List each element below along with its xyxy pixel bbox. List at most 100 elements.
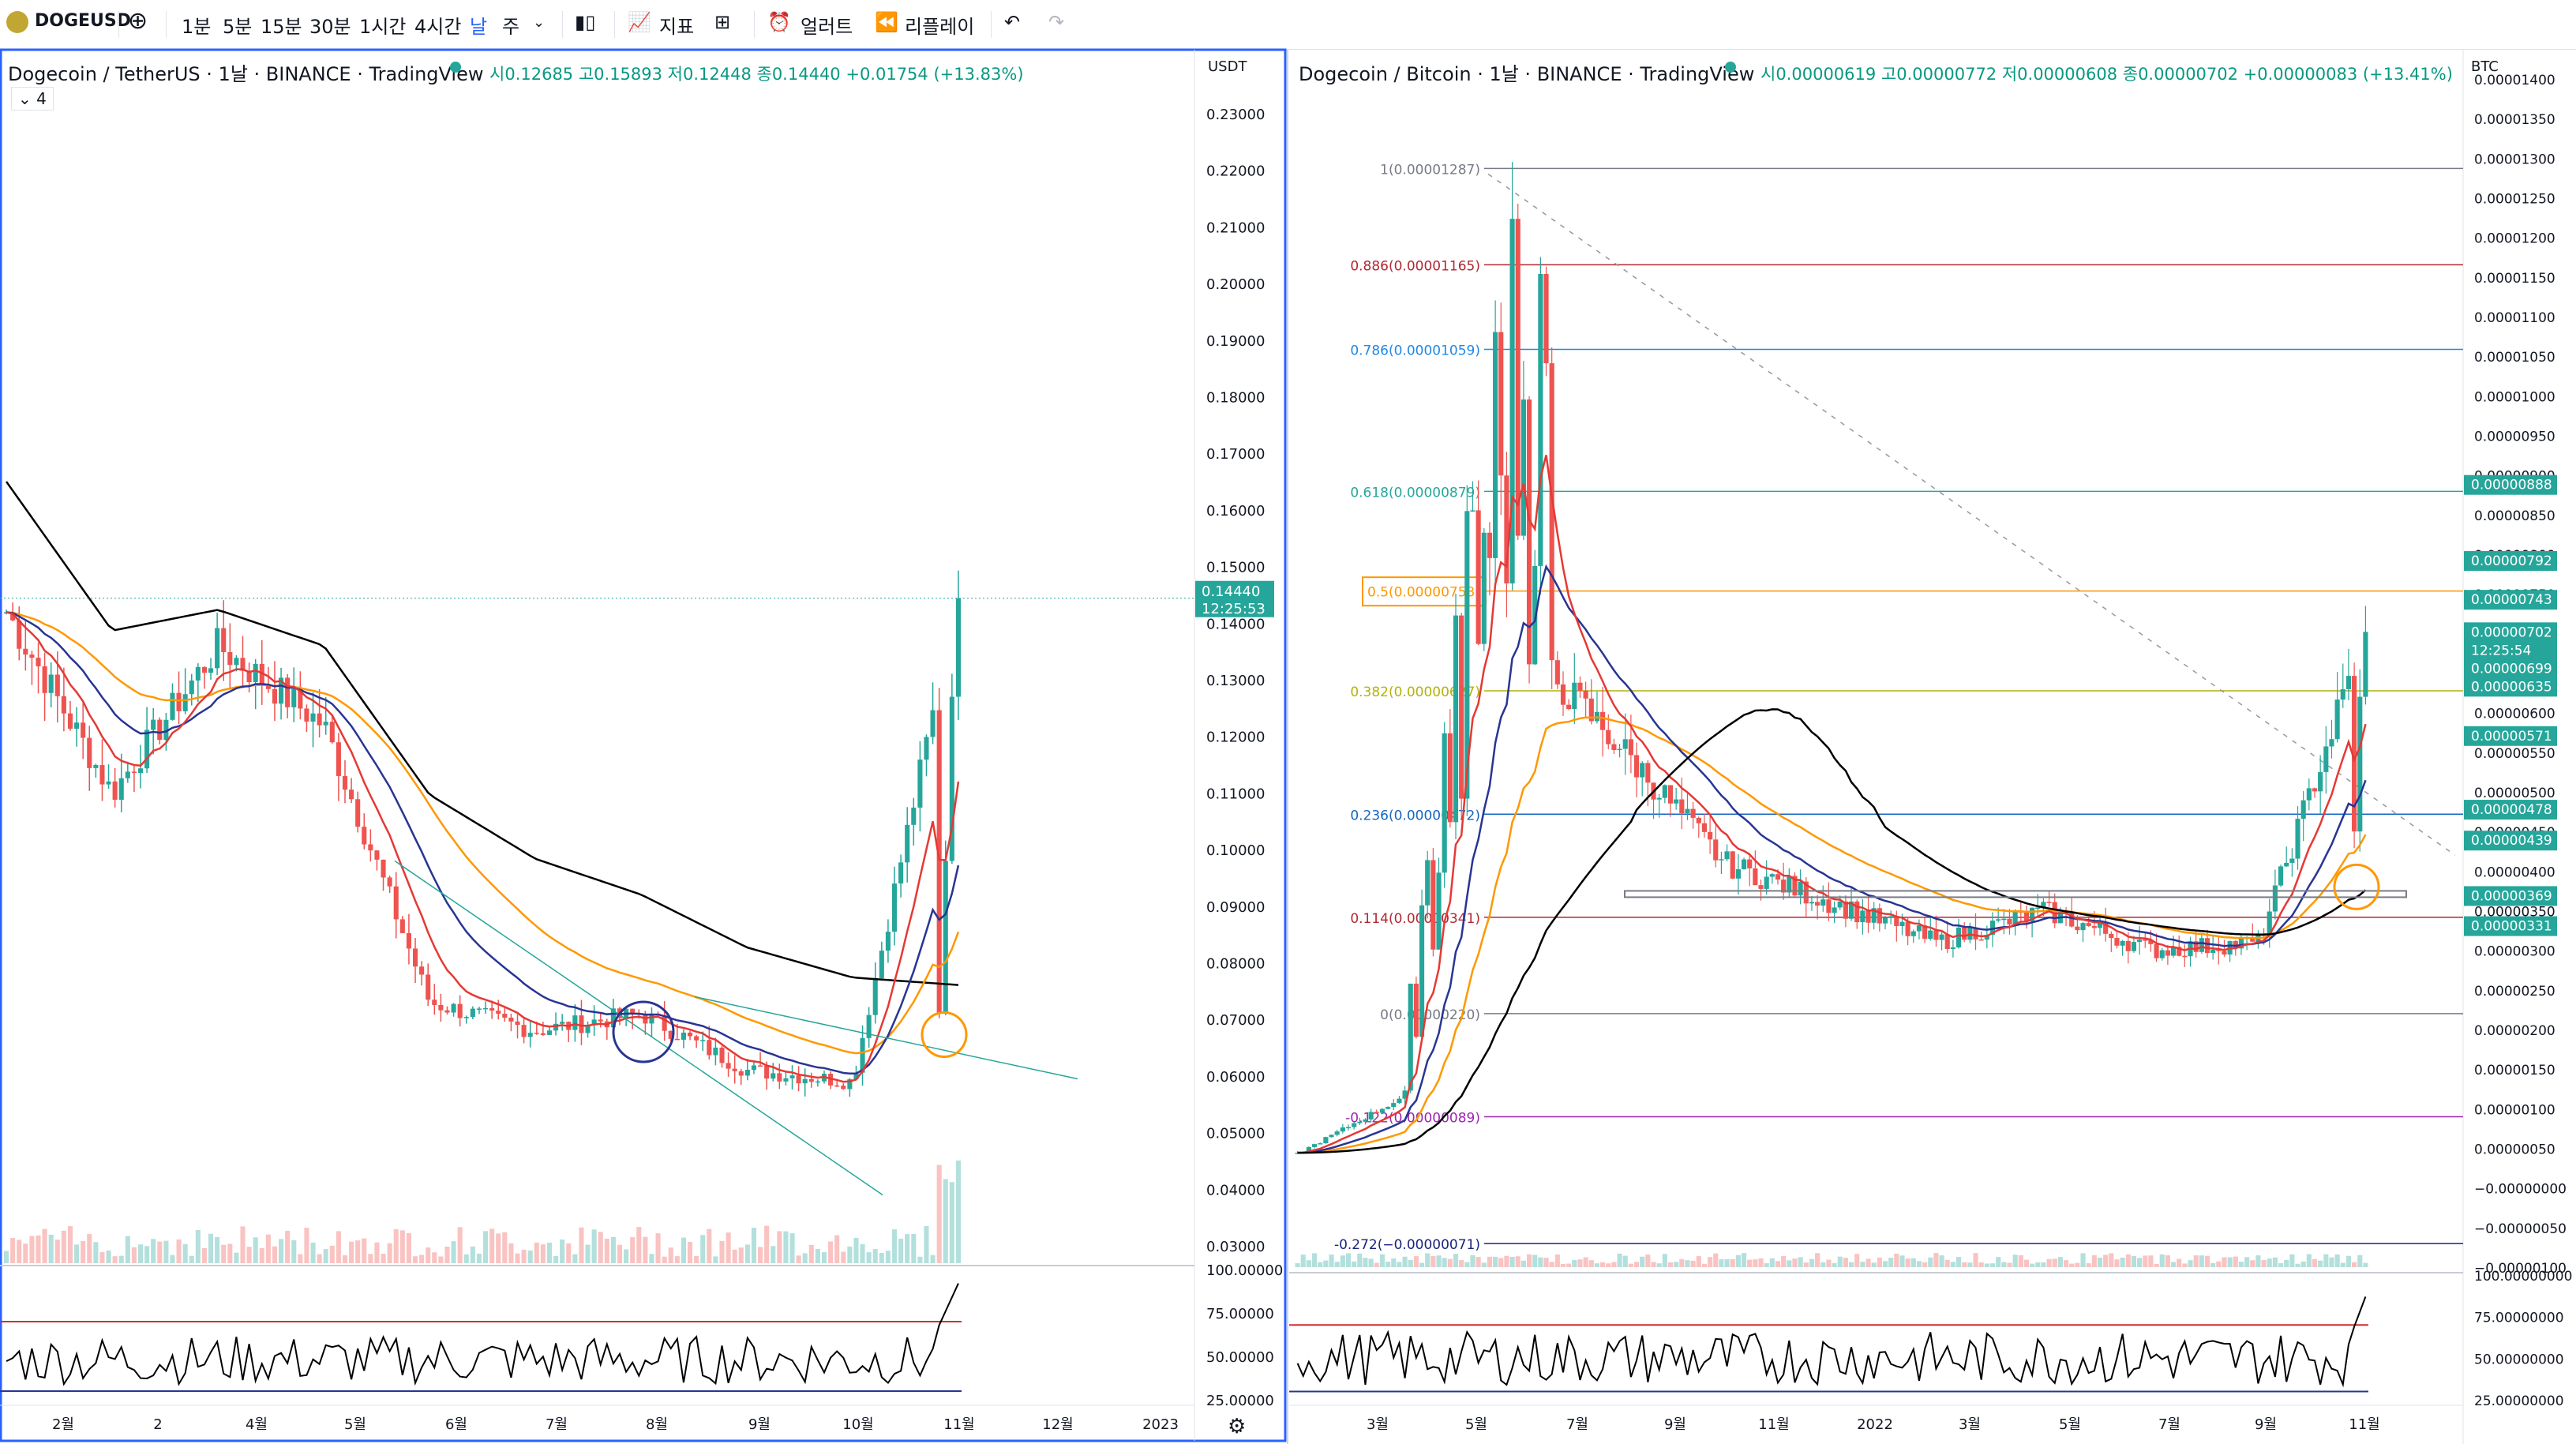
price-tick-label: 0.00000700 — [2474, 627, 2555, 643]
interval-1m[interactable]: 1분 — [182, 16, 212, 38]
volume-bar — [1300, 1255, 1306, 1267]
volume-bar — [329, 1245, 335, 1263]
interval-30m[interactable]: 30분 — [309, 16, 351, 38]
volume-bar — [323, 1249, 328, 1263]
candle-body — [2238, 937, 2244, 949]
replay-icon[interactable]: ⏪ — [875, 11, 898, 33]
volume-bar — [170, 1255, 175, 1263]
candle-body — [879, 951, 884, 979]
volume-bar — [1520, 1260, 1526, 1267]
volume-bar — [1566, 1263, 1572, 1267]
volume-bar — [1329, 1255, 1334, 1267]
price-tick-label: 0.11000 — [1206, 786, 1265, 802]
undo-icon[interactable]: ↶ — [1004, 11, 1021, 33]
support-rectangle — [1624, 890, 2407, 898]
volume-bar — [655, 1233, 661, 1263]
candle-body — [2352, 676, 2357, 832]
price-tick-label: 0.16000 — [1206, 503, 1265, 519]
candle-body — [1295, 1153, 1300, 1154]
price-tick-label: 0.00000200 — [2474, 1023, 2555, 1039]
volume-bar — [905, 1234, 910, 1263]
price-tag — [2464, 726, 2557, 746]
interval-15m[interactable]: 15분 — [261, 16, 302, 38]
candle-body — [1944, 934, 1950, 950]
volume-bar — [732, 1249, 737, 1263]
candle-body — [540, 1033, 546, 1035]
volume-bar — [687, 1242, 693, 1263]
candle-body — [860, 1037, 865, 1073]
candle-body — [1667, 785, 1674, 804]
volume-bar — [2018, 1255, 2023, 1267]
alert-icon[interactable]: ⏰ — [767, 11, 791, 33]
volume-bar — [1701, 1263, 1708, 1267]
candle-body — [1820, 899, 1826, 906]
redo-icon[interactable]: ↷ — [1048, 11, 1065, 33]
volume-bar — [1775, 1261, 1781, 1267]
volume-bar — [1894, 1253, 1899, 1267]
price-tick-label: 0.00001050 — [2474, 350, 2555, 366]
settings-gear-icon[interactable]: ⚙ — [1228, 1415, 1247, 1438]
candle-body — [2306, 788, 2312, 801]
candle-body — [572, 1015, 578, 1030]
volume-bar — [74, 1244, 80, 1263]
price-tag-label: 0.00000478 — [2471, 802, 2552, 818]
left-currency-label[interactable]: USDT — [1208, 58, 1247, 75]
candle-body — [2363, 632, 2368, 697]
alert-button[interactable]: 얼러트 — [801, 16, 853, 38]
volume-bar — [1459, 1260, 1464, 1267]
volume-bar — [2272, 1257, 2278, 1267]
candle-body — [579, 1015, 584, 1033]
interval-4h[interactable]: 4시간 — [414, 16, 462, 38]
replay-button[interactable]: 리플레이 — [905, 16, 975, 38]
candle-body — [1747, 859, 1753, 868]
volume-bar — [483, 1231, 489, 1263]
highlight-circle — [612, 1000, 675, 1063]
interval-1w[interactable]: 주 — [502, 16, 520, 38]
candle-body — [789, 1075, 795, 1078]
right-currency-label[interactable]: BTC — [2471, 58, 2499, 75]
volume-bar — [579, 1227, 584, 1263]
volume-bar — [2244, 1257, 2250, 1267]
volume-bar — [2233, 1256, 2238, 1267]
candle-body — [1922, 925, 1928, 940]
candle-body — [23, 648, 28, 655]
time-tick-label: 2022 — [1857, 1416, 1893, 1433]
candle-body — [463, 1017, 469, 1018]
volume-bar — [2063, 1260, 2069, 1267]
volume-bar — [2300, 1261, 2306, 1267]
candle-body — [1600, 711, 1606, 730]
candle-body — [624, 1008, 629, 1018]
interval-1d[interactable]: 날 — [470, 16, 488, 38]
volume-bar — [2001, 1262, 2007, 1267]
volume-bar — [930, 1255, 936, 1263]
indicators-icon[interactable]: 📈 — [628, 11, 651, 33]
indicator-toggle[interactable]: ⌄ 4 — [11, 87, 54, 111]
candle-body — [1306, 1146, 1311, 1153]
candle-body — [955, 598, 961, 697]
volume-bar — [368, 1254, 373, 1263]
chevron-down-icon[interactable]: ⌄ — [533, 14, 546, 31]
add-symbol-icon[interactable]: ⊕ — [128, 7, 148, 35]
candle-body — [1425, 860, 1430, 906]
price-tag — [2464, 658, 2557, 679]
indicators-button[interactable]: 지표 — [659, 16, 695, 38]
candle-body — [1318, 1143, 1323, 1145]
volume-bar — [1764, 1263, 1769, 1267]
candle-body — [707, 1040, 712, 1056]
candle-body — [2295, 819, 2300, 859]
interval-5m[interactable]: 5분 — [223, 16, 253, 38]
volume-bar — [227, 1243, 233, 1263]
layout-icon[interactable]: ⊞ — [714, 11, 731, 33]
candle-body — [604, 1021, 609, 1028]
volume-bar — [1708, 1257, 1713, 1267]
volume-bar — [163, 1240, 169, 1263]
price-tick-label: −0.00000100 — [2474, 1261, 2567, 1277]
candle-body — [1787, 876, 1792, 893]
candle-style-icon[interactable]: ▮▯ — [575, 11, 596, 33]
candle-body — [898, 862, 904, 884]
interval-1h[interactable]: 1시간 — [359, 16, 407, 38]
candle-body — [2086, 923, 2091, 926]
time-tick-label: 11월 — [2349, 1416, 2379, 1433]
fib-level-label: 0.236(0.00000472) — [1350, 808, 1480, 823]
symbol-search-button[interactable]: DOGEUSD — [35, 11, 132, 31]
